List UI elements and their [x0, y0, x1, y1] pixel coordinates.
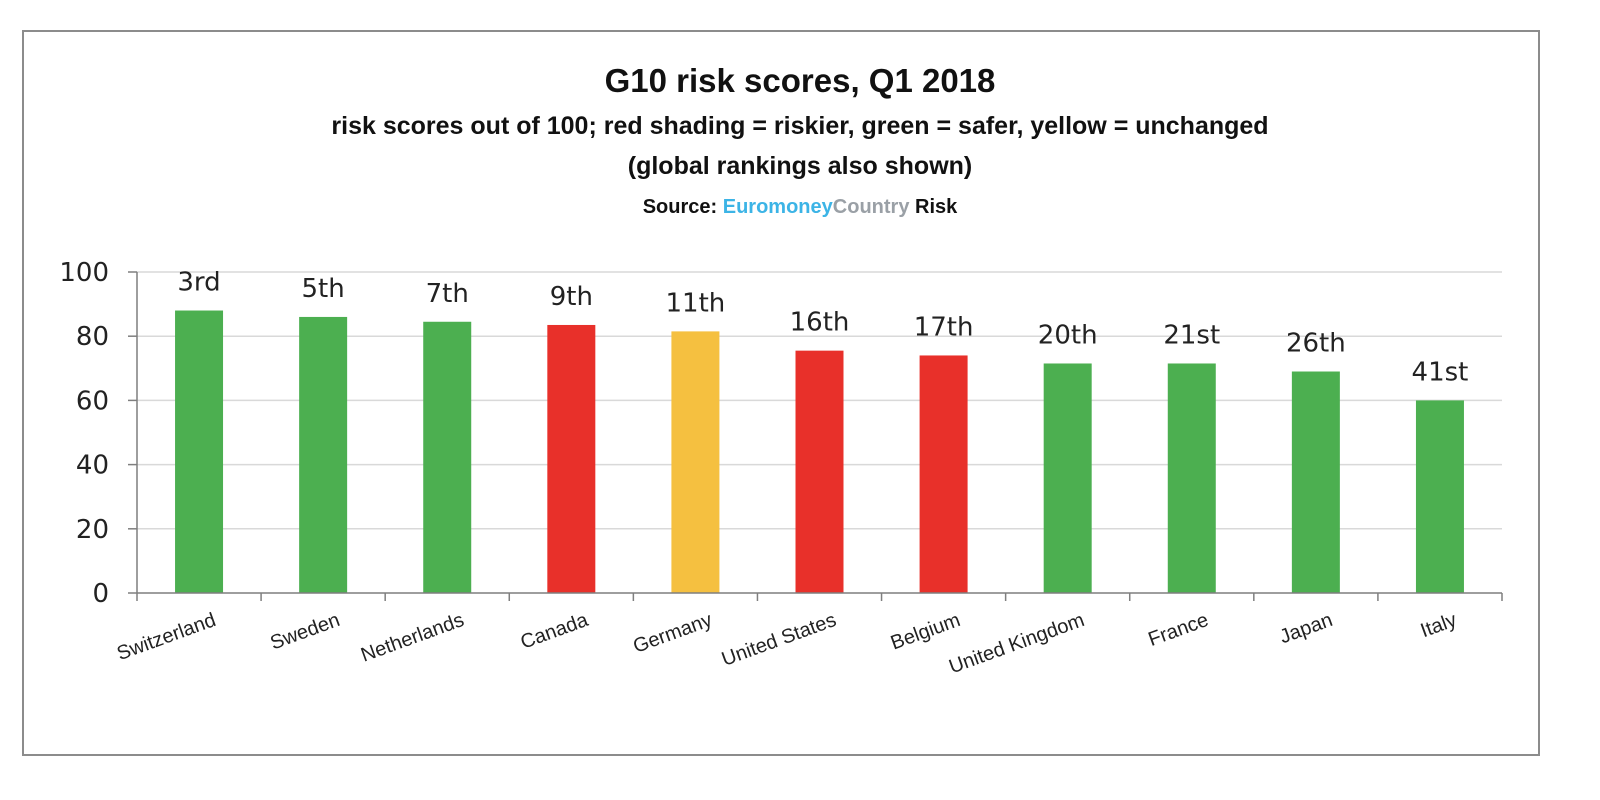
source-brand-risk: Risk: [915, 196, 958, 218]
chart-subtitle: risk scores out of 100; red shading = ri…: [331, 112, 1269, 140]
rank-label: 17th: [914, 312, 974, 342]
rank-label: 9th: [550, 282, 593, 312]
y-tick-label: 0: [92, 579, 109, 609]
x-category-label: Germany: [630, 609, 715, 658]
x-category-label: Switzerland: [114, 609, 219, 665]
x-category-label: United Kingdom: [946, 609, 1087, 678]
rank-label: 7th: [426, 279, 469, 309]
x-category-label: Canada: [518, 609, 592, 654]
y-tick-label: 40: [76, 451, 109, 481]
bar-italy: [1415, 400, 1464, 593]
x-category-label: Netherlands: [358, 609, 467, 667]
bar-belgium: [919, 355, 968, 593]
bar-switzerland: [175, 310, 224, 593]
rank-label: 5th: [302, 274, 345, 304]
x-category-label: Sweden: [267, 609, 342, 654]
chart-frame: [22, 30, 1540, 756]
rank-label: 3rd: [177, 268, 220, 298]
rank-label: 11th: [666, 288, 726, 318]
rank-label: 26th: [1286, 329, 1346, 359]
bar-france: [1167, 363, 1216, 593]
y-tick-label: 60: [76, 386, 109, 416]
bar-germany: [671, 331, 720, 593]
x-category-label: Italy: [1418, 609, 1460, 642]
bar-united-kingdom: [1043, 363, 1092, 593]
rank-label: 16th: [790, 308, 850, 338]
source-label: Source:: [642, 196, 718, 218]
x-category-label: Japan: [1277, 609, 1336, 648]
x-category-label: Belgium: [888, 609, 963, 654]
rank-label: 21st: [1163, 320, 1220, 350]
y-tick-label: 100: [59, 258, 109, 288]
chart-subtitle-rankings: (global rankings also shown): [627, 152, 973, 180]
bar-sweden: [299, 316, 348, 593]
rank-label: 41st: [1412, 357, 1469, 387]
source-brand-euromoney: Euromoney: [722, 196, 833, 218]
y-tick-label: 80: [76, 322, 109, 352]
chart-title: G10 risk scores, Q1 2018: [604, 62, 996, 99]
x-category-label: France: [1145, 609, 1211, 651]
y-tick-label: 20: [76, 515, 109, 545]
bar-japan: [1291, 371, 1340, 593]
bar-united-states: [795, 350, 844, 593]
source-brand-country: Country: [832, 196, 910, 218]
bar-canada: [547, 324, 596, 593]
bar-netherlands: [423, 321, 472, 593]
x-category-label: United States: [719, 609, 839, 671]
chart-source: Source: EuromoneyCountry Risk: [0, 196, 1600, 219]
rank-label: 20th: [1038, 320, 1098, 350]
